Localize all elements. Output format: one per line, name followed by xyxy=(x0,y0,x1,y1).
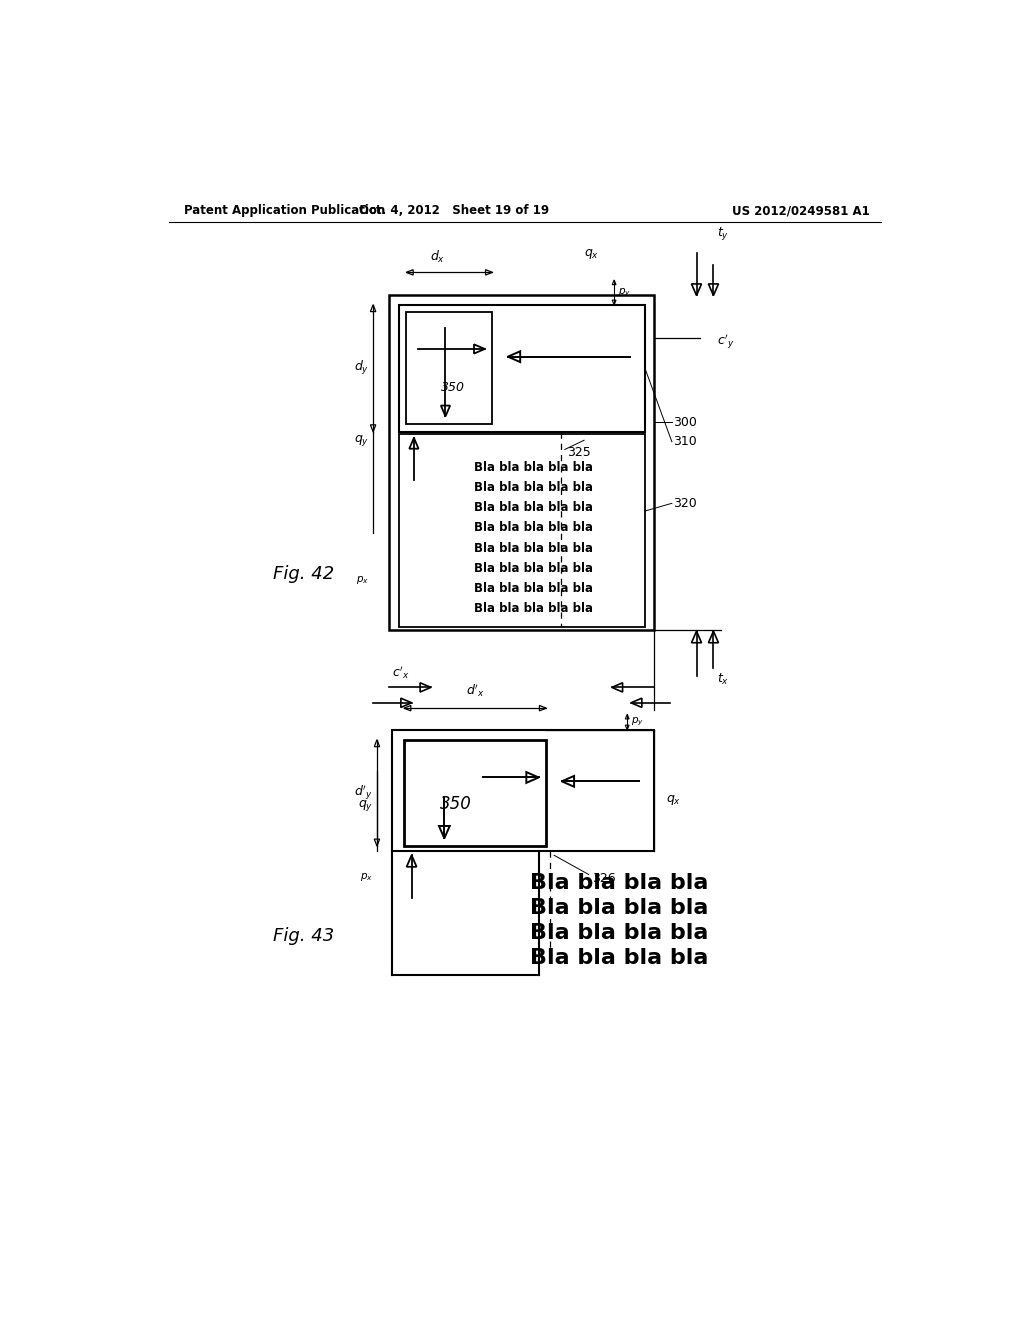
Text: Bla bla bla bla: Bla bla bla bla xyxy=(530,923,709,944)
Text: Patent Application Publication: Patent Application Publication xyxy=(184,205,386,218)
Polygon shape xyxy=(508,351,520,362)
Bar xyxy=(398,434,645,627)
Polygon shape xyxy=(626,714,629,719)
Polygon shape xyxy=(562,776,574,787)
Polygon shape xyxy=(691,631,701,643)
Text: Bla bla bla bla bla: Bla bla bla bla bla xyxy=(474,461,593,474)
Polygon shape xyxy=(709,284,719,296)
Text: $p_y$: $p_y$ xyxy=(631,715,644,729)
Text: $q_y$: $q_y$ xyxy=(358,799,373,813)
Polygon shape xyxy=(540,705,547,711)
Polygon shape xyxy=(400,698,412,708)
Text: $p_y$: $p_y$ xyxy=(617,286,631,298)
Bar xyxy=(398,305,645,432)
Text: 350: 350 xyxy=(441,381,465,393)
Polygon shape xyxy=(485,269,493,275)
Polygon shape xyxy=(691,284,701,296)
Polygon shape xyxy=(626,725,629,730)
Text: Bla bla bla bla bla: Bla bla bla bla bla xyxy=(474,562,593,574)
Text: Fig. 43: Fig. 43 xyxy=(273,927,334,945)
Polygon shape xyxy=(374,739,380,747)
Bar xyxy=(407,313,493,424)
Polygon shape xyxy=(709,631,719,643)
Polygon shape xyxy=(407,269,413,275)
Polygon shape xyxy=(474,345,484,354)
Text: $c'_y$: $c'_y$ xyxy=(717,333,735,351)
Polygon shape xyxy=(371,305,376,312)
Polygon shape xyxy=(407,855,417,867)
Polygon shape xyxy=(371,425,376,432)
Polygon shape xyxy=(403,705,411,711)
Polygon shape xyxy=(612,300,616,305)
Text: Bla bla bla bla bla: Bla bla bla bla bla xyxy=(474,480,593,494)
Text: Bla bla bla bla bla: Bla bla bla bla bla xyxy=(474,582,593,595)
Text: $q_x$: $q_x$ xyxy=(666,793,681,807)
Text: 300: 300 xyxy=(674,416,697,429)
Polygon shape xyxy=(441,405,451,416)
Text: $c'_x$: $c'_x$ xyxy=(392,664,410,681)
Bar xyxy=(388,296,654,630)
Text: Bla bla bla bla bla: Bla bla bla bla bla xyxy=(474,541,593,554)
Text: Bla bla bla bla: Bla bla bla bla xyxy=(530,948,709,969)
Text: Oct. 4, 2012   Sheet 19 of 19: Oct. 4, 2012 Sheet 19 of 19 xyxy=(358,205,549,218)
Text: $t_y$: $t_y$ xyxy=(717,224,729,242)
Bar xyxy=(403,739,547,846)
Text: 325: 325 xyxy=(567,446,591,458)
Polygon shape xyxy=(439,826,450,838)
Text: $t_x$: $t_x$ xyxy=(717,672,729,688)
Text: $p_x$: $p_x$ xyxy=(360,871,373,883)
Polygon shape xyxy=(611,682,623,692)
Text: 310: 310 xyxy=(674,436,697,449)
Polygon shape xyxy=(420,682,431,692)
Text: Fig. 42: Fig. 42 xyxy=(273,565,334,583)
Polygon shape xyxy=(374,840,380,846)
Text: Bla bla bla bla bla: Bla bla bla bla bla xyxy=(474,602,593,615)
Text: $d_x$: $d_x$ xyxy=(430,248,445,264)
Polygon shape xyxy=(526,772,539,783)
Text: 326: 326 xyxy=(593,871,616,884)
Text: 320: 320 xyxy=(674,496,697,510)
Text: $q_y$: $q_y$ xyxy=(354,433,370,447)
Text: $p_x$: $p_x$ xyxy=(356,574,370,586)
Text: Bla bla bla bla: Bla bla bla bla xyxy=(530,898,709,919)
Text: $d_y$: $d_y$ xyxy=(354,359,370,378)
Text: Bla bla bla bla bla: Bla bla bla bla bla xyxy=(474,521,593,535)
Text: US 2012/0249581 A1: US 2012/0249581 A1 xyxy=(732,205,869,218)
Text: Bla bla bla bla: Bla bla bla bla xyxy=(530,873,709,894)
Polygon shape xyxy=(631,698,642,708)
Text: $q_x$: $q_x$ xyxy=(584,247,599,261)
Text: $d'_y$: $d'_y$ xyxy=(354,784,373,803)
Text: Bla bla bla bla bla: Bla bla bla bla bla xyxy=(474,502,593,515)
Text: 350: 350 xyxy=(440,796,472,813)
Bar xyxy=(392,730,654,851)
Text: $d'_x$: $d'_x$ xyxy=(466,682,484,700)
Polygon shape xyxy=(612,280,616,285)
Polygon shape xyxy=(410,438,419,449)
